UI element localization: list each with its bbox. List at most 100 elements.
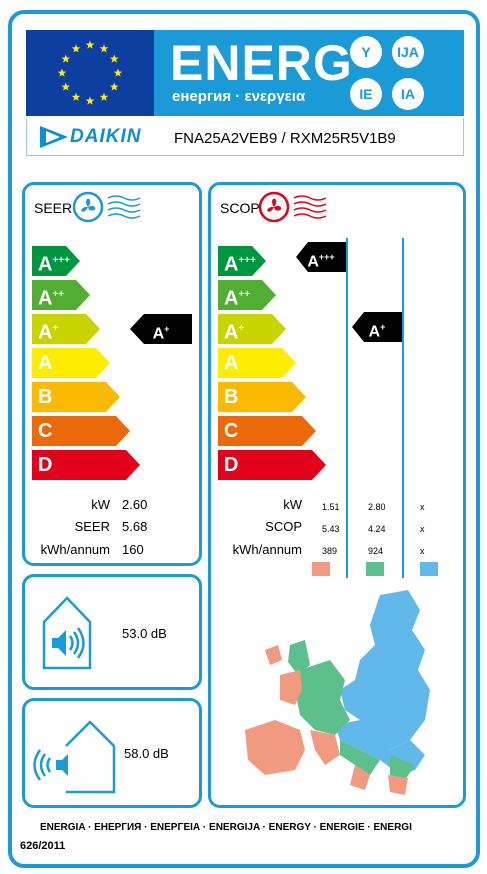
scop-label-kw: kW xyxy=(283,497,302,512)
eu-star xyxy=(61,54,70,63)
scop-class-arrow: D xyxy=(218,450,326,480)
europe-climate-map-icon xyxy=(245,590,430,795)
scop-average-kwh: 924 xyxy=(368,546,384,556)
seer-panel xyxy=(22,182,202,566)
eu-star xyxy=(99,44,109,53)
seer-class-letter: C xyxy=(38,420,53,442)
scop-average-kw: 2.80 xyxy=(368,502,386,512)
regulation-number: 626/2011 xyxy=(20,840,66,852)
scop-average-scop: 4.24 xyxy=(368,524,386,534)
seer-value-kw: 2.60 xyxy=(122,497,148,512)
lang-badge-ia: IA xyxy=(392,78,424,110)
scop-class-arrow: C xyxy=(218,416,316,446)
seer-class-arrow: A++ xyxy=(32,280,90,310)
scop-colder-kw: x xyxy=(420,502,425,512)
scop-column-divider-1 xyxy=(346,238,348,578)
eu-star xyxy=(85,96,95,105)
seer-rating-sup: + xyxy=(164,324,170,334)
scop-class-sup: +++ xyxy=(238,255,256,266)
indoor-speaker-icon xyxy=(42,596,92,670)
seer-class-arrow: D xyxy=(32,450,140,480)
eu-star xyxy=(110,82,119,91)
seer-label-kwh: kWh/annum xyxy=(40,542,110,557)
energy-subtitle: енергия · ενεργεια xyxy=(172,88,306,105)
daikin-logo-icon xyxy=(40,126,68,148)
eu-star xyxy=(99,92,109,101)
scop-rating-sup-average: + xyxy=(380,322,386,332)
outdoor-speaker-icon xyxy=(33,720,116,794)
scop-colder-kwh: x xyxy=(420,546,425,556)
energy-title: ENERG xyxy=(170,35,353,91)
seer-rating-letter: A xyxy=(152,325,165,343)
seer-class-letter: A xyxy=(38,253,53,276)
seer-class-sup: ++ xyxy=(52,289,65,300)
seer-class-letter: B xyxy=(38,386,53,408)
scop-warmer-kwh: 389 xyxy=(322,546,338,556)
model-number: FNA25A2VEB9 / RXM25R5V1B9 xyxy=(174,130,396,147)
seer-class-letter: A xyxy=(38,287,53,310)
scop-class-sup: + xyxy=(238,323,245,334)
eu-star xyxy=(71,44,81,53)
seer-label-seer: SEER xyxy=(74,519,110,534)
colder-zone-swatch xyxy=(420,562,438,576)
outdoor-noise-value: 58.0 dB xyxy=(124,746,169,761)
lang-badge-ie: IE xyxy=(350,78,382,110)
scop-class-arrow: A+ xyxy=(218,314,286,344)
heating-fan-icon xyxy=(258,191,327,223)
brand-name: DAIKIN xyxy=(70,126,142,147)
indoor-noise-value: 53.0 dB xyxy=(122,626,167,641)
scop-rating-letter-warmer: A xyxy=(307,253,319,271)
scop-title: SCOP xyxy=(220,200,260,216)
scop-class-letter: A xyxy=(224,253,239,276)
seer-value-seer: 5.68 xyxy=(122,519,148,534)
seer-title: SEER xyxy=(34,200,73,216)
eu-star xyxy=(61,82,70,91)
scop-column-divider-2 xyxy=(402,238,404,578)
scop-warmer-kw: 1.51 xyxy=(322,502,340,512)
scop-rating-letter-average: A xyxy=(368,323,381,341)
scop-label-kwh: kWh/annum xyxy=(232,542,302,557)
lang-badge-ija: IJA xyxy=(392,36,424,68)
warmer-zone-swatch xyxy=(312,562,330,576)
eu-flag xyxy=(26,30,154,116)
scop-class-letter: A xyxy=(224,352,239,374)
seer-label-kw: kW xyxy=(91,497,110,512)
eu-star xyxy=(113,68,123,77)
seer-class-arrow: C xyxy=(32,416,130,446)
seer-class-letter: A xyxy=(38,352,53,374)
scop-rating-sup-warmer: +++ xyxy=(318,252,335,262)
seer-class-arrow: A xyxy=(32,348,110,378)
seer-class-sup: +++ xyxy=(52,255,70,266)
footer-languages: ENERGIA · ЕНЕРГИЯ · ΕΝΕΡΓΕΙΑ · ENERGIJA … xyxy=(40,822,412,833)
scop-label-scop: SCOP xyxy=(265,519,302,534)
scop-class-letter: B xyxy=(224,386,239,408)
scop-panel xyxy=(208,182,466,808)
seer-class-arrow: B xyxy=(32,382,120,412)
scop-colder-scop: x xyxy=(420,524,425,534)
seer-rating-marker: A+ xyxy=(130,314,192,344)
eu-star xyxy=(110,54,119,63)
seer-class-arrow: A+ xyxy=(32,314,100,344)
indoor-noise-panel xyxy=(22,574,202,690)
eu-star xyxy=(71,92,81,101)
scop-class-letter: A xyxy=(224,287,239,310)
cooling-fan-icon xyxy=(72,191,141,223)
scop-rating-marker-warmer: A+++ xyxy=(296,242,346,272)
eu-stars-icon xyxy=(57,40,123,105)
seer-value-kwh: 160 xyxy=(122,542,144,557)
eu-star xyxy=(85,40,95,49)
seer-class-sup: + xyxy=(52,323,59,334)
scop-class-arrow: A xyxy=(218,348,296,378)
scop-class-arrow: A++ xyxy=(218,280,276,310)
scop-class-letter: C xyxy=(224,420,239,442)
scop-class-sup: ++ xyxy=(238,289,251,300)
average-zone-swatch xyxy=(366,562,384,576)
scop-class-letter: A xyxy=(224,321,239,344)
scop-class-arrow: B xyxy=(218,382,306,412)
scop-rating-marker-average: A+ xyxy=(352,312,402,342)
seer-class-letter: D xyxy=(38,454,53,476)
label-frame xyxy=(8,10,480,868)
seer-class-letter: A xyxy=(38,321,53,344)
lang-badge-y: Y xyxy=(350,36,382,68)
eu-star xyxy=(57,68,67,77)
